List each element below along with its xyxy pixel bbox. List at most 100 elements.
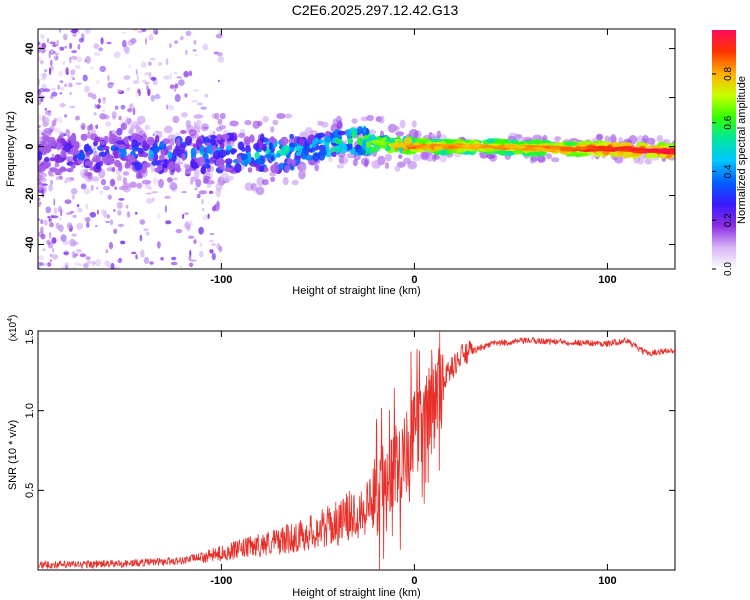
noise-speckle xyxy=(152,177,159,185)
halo-blob xyxy=(203,175,211,181)
ridge-blob xyxy=(69,147,79,156)
noise-speckle xyxy=(57,46,61,50)
noise-speckle xyxy=(109,82,115,85)
noise-speckle xyxy=(43,88,51,92)
noise-speckle xyxy=(55,53,59,61)
noise-speckle xyxy=(157,61,163,66)
halo-blob xyxy=(398,154,403,159)
halo-blob xyxy=(206,183,212,189)
noise-speckle xyxy=(189,249,192,257)
ridge-blob xyxy=(265,141,271,146)
noise-speckle xyxy=(78,38,85,43)
noise-speckle xyxy=(132,80,140,85)
noise-speckle xyxy=(38,124,41,129)
noise-speckle xyxy=(192,49,197,52)
noise-speckle xyxy=(178,79,185,86)
noise-speckle xyxy=(175,228,183,234)
ridge-blob xyxy=(54,154,62,164)
ridge-blob xyxy=(234,163,242,173)
noise-speckle xyxy=(169,43,172,48)
noise-speckle xyxy=(202,43,209,51)
halo-blob xyxy=(244,119,252,126)
noise-speckle xyxy=(69,56,72,64)
noise-speckle xyxy=(49,253,53,258)
noise-speckle xyxy=(72,241,79,246)
ridge-blob xyxy=(84,160,94,167)
ridge-blob xyxy=(230,148,236,155)
spectrogram-y-tick-label: -20 xyxy=(24,188,36,204)
noise-speckle xyxy=(213,51,219,55)
noise-speckle xyxy=(149,71,152,80)
noise-speckle xyxy=(81,125,85,129)
spectrogram-x-tick-label: 0 xyxy=(411,274,417,286)
noise-speckle xyxy=(61,265,65,269)
noise-speckle xyxy=(149,261,154,265)
ridge-blob xyxy=(60,149,66,158)
ridge-blob xyxy=(46,143,52,152)
noise-speckle xyxy=(91,263,96,267)
ridge-blob xyxy=(258,143,264,149)
colorbar-ticks: 0.0 0.2 0.4 0.6 0.8 xyxy=(712,67,734,276)
halo-blob xyxy=(352,159,358,167)
noise-speckle xyxy=(72,77,75,80)
ridge-blob xyxy=(109,139,115,145)
halo-blob xyxy=(379,115,385,124)
noise-speckle xyxy=(83,216,87,221)
halo-blob xyxy=(262,115,269,123)
noise-speckle xyxy=(198,226,204,235)
halo-blob xyxy=(136,115,146,124)
ridge-blob xyxy=(338,142,346,149)
noise-speckle xyxy=(38,89,41,96)
halo-blob xyxy=(403,157,411,164)
noise-speckle xyxy=(127,108,132,113)
noise-speckle xyxy=(112,115,116,121)
noise-speckle xyxy=(166,104,169,110)
halo-blob xyxy=(332,118,338,127)
halo-blob xyxy=(531,156,538,163)
noise-speckle xyxy=(70,69,76,75)
ridge-blob xyxy=(535,151,547,157)
noise-speckle xyxy=(53,198,56,206)
halo-blob xyxy=(129,181,137,188)
noise-speckle xyxy=(192,89,200,92)
halo-blob xyxy=(116,174,122,182)
halo-blob xyxy=(218,125,227,130)
halo-blob xyxy=(366,114,375,122)
noise-speckle xyxy=(147,186,153,191)
noise-speckle xyxy=(215,33,223,39)
halo-blob xyxy=(384,161,390,170)
snr-y-axis-label: SNR (10 * v/v) xyxy=(7,420,19,490)
halo-blob xyxy=(420,150,430,161)
noise-speckle xyxy=(63,252,69,255)
noise-speckle xyxy=(87,125,91,132)
noise-speckle xyxy=(53,117,58,122)
ridge-blob xyxy=(95,161,101,170)
colorbar-tick-label: 0.0 xyxy=(723,262,734,276)
ridge-core xyxy=(634,149,647,154)
noise-speckle xyxy=(125,204,129,209)
ridge-blob xyxy=(167,151,173,159)
ridge-core xyxy=(648,150,661,153)
noise-speckle xyxy=(173,87,177,92)
noise-speckle xyxy=(65,212,73,215)
noise-speckle xyxy=(55,176,60,181)
noise-speckle xyxy=(62,33,68,41)
noise-speckle xyxy=(77,30,80,34)
noise-speckle xyxy=(105,220,111,223)
snr-y-tick-label: 1.0 xyxy=(24,403,36,418)
noise-speckle xyxy=(48,67,52,75)
ridge-core xyxy=(390,144,406,148)
noise-speckle xyxy=(38,197,41,201)
halo-blob xyxy=(195,178,202,188)
halo-blob xyxy=(214,112,220,120)
noise-speckle xyxy=(137,30,143,33)
halo-blob xyxy=(282,177,289,186)
noise-speckle xyxy=(38,114,41,122)
ridge-blob xyxy=(321,149,327,156)
ridge-blob xyxy=(240,153,249,160)
noise-speckle xyxy=(84,29,91,34)
noise-speckle xyxy=(168,104,175,111)
noise-speckle xyxy=(180,130,187,134)
ridge-blob xyxy=(345,129,352,138)
noise-speckle xyxy=(193,239,197,245)
